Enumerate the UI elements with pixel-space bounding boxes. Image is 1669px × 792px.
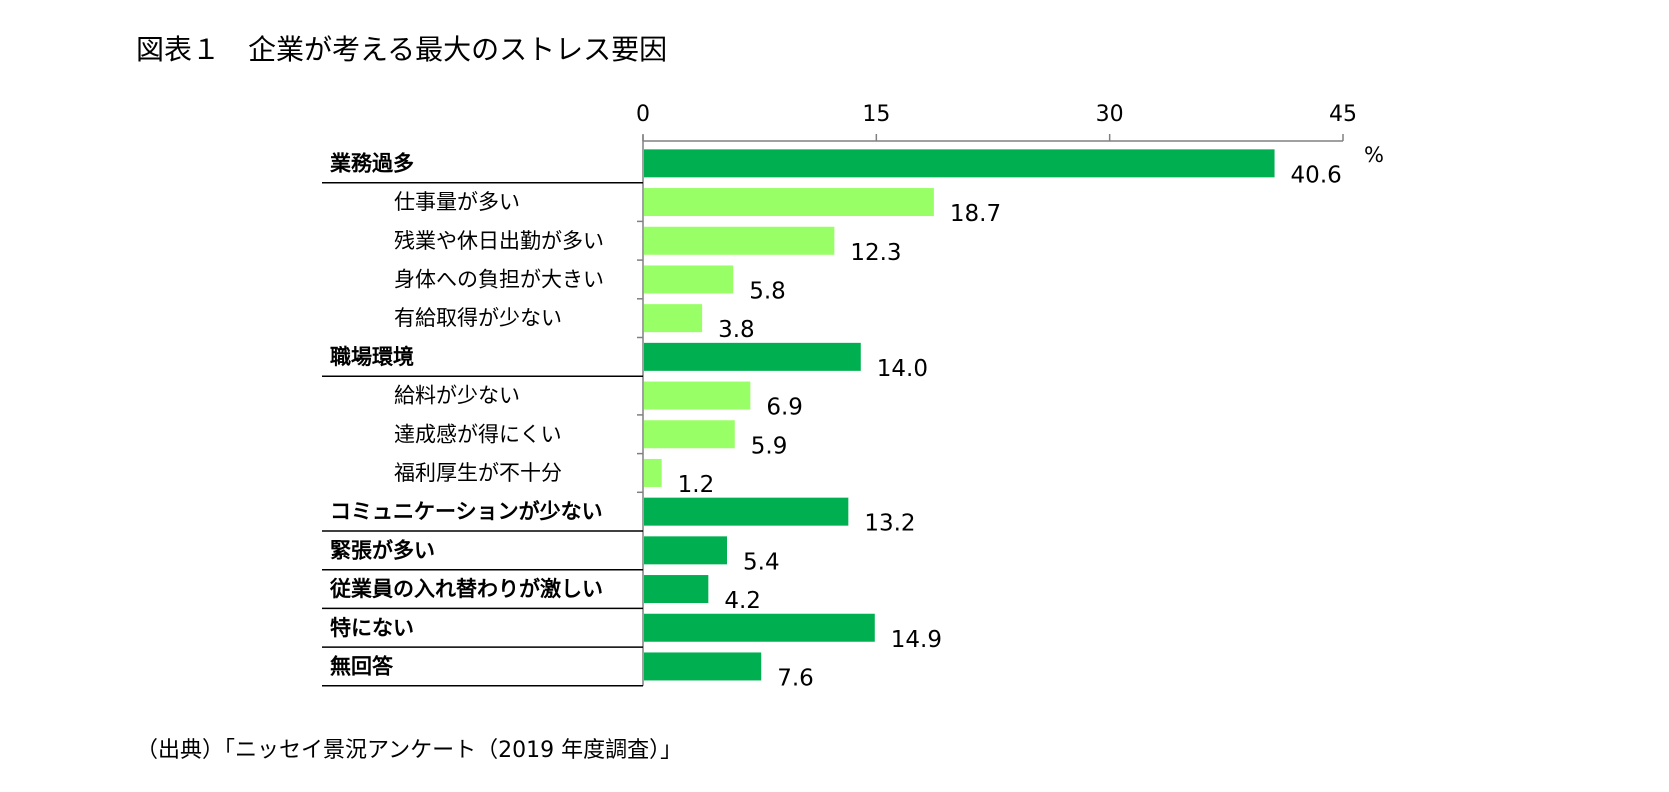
x-axis: 0 15 30 45% (636, 102, 1384, 686)
value-label: 7.6 (777, 665, 814, 691)
value-label: 40.6 (1291, 162, 1342, 188)
unit-label: % (1364, 143, 1384, 167)
value-label: 3.8 (718, 317, 755, 343)
x-tick-label: 0 (636, 102, 650, 127)
category-label: 残業や休日出勤が多い (394, 229, 604, 253)
bar (644, 536, 727, 565)
category-label: 職場環境 (330, 345, 414, 369)
value-label: 5.8 (749, 278, 786, 304)
chart-source: （出典）「ニッセイ景況アンケート（2019 年度調査）」 (136, 738, 683, 763)
bar (644, 420, 735, 449)
category-label: 給料が少ない (394, 384, 520, 408)
category-label: 業務過多 (330, 151, 414, 175)
bar (644, 575, 709, 604)
chart-title: 図表１ 企業が考える最大のストレス要因 (136, 33, 668, 66)
value-label: 13.2 (864, 511, 915, 537)
category-label: 仕事量が多い (394, 190, 520, 214)
bar (644, 342, 861, 371)
bars (644, 149, 1275, 681)
value-label: 5.4 (743, 549, 780, 575)
bar (644, 497, 849, 526)
bar (644, 652, 762, 681)
category-label: 福利厚生が不十分 (394, 461, 562, 485)
category-label: 達成感が得にくい (394, 422, 562, 446)
bar (644, 304, 703, 333)
category-label: 緊張が多い (330, 538, 435, 562)
value-label: 5.9 (751, 433, 788, 459)
value-label: 6.9 (766, 395, 803, 421)
value-label: 14.9 (891, 627, 942, 653)
category-label: 無回答 (330, 654, 394, 678)
x-tick-label: 15 (862, 102, 890, 127)
bar (644, 265, 734, 294)
category-label: コミュニケーションが少ない (330, 500, 603, 524)
bar (644, 458, 662, 487)
value-labels: 40.6 18.7 12.3 5.8 3.8 14.0 6.9 5.9 1.2 13.2 5.4 4.… (678, 162, 1342, 691)
category-labels: 業務過多仕事量が多い残業や休日出勤が多い身体への負担が大きい有給取得が少ない職場… (322, 151, 643, 687)
value-label: 4.2 (724, 588, 761, 614)
x-tick-label: 30 (1096, 102, 1124, 127)
value-label: 1.2 (678, 472, 715, 498)
category-label: 特にない (330, 616, 414, 640)
bar (644, 226, 835, 255)
value-label: 14.0 (877, 356, 928, 382)
x-tick-label: 45 (1329, 102, 1357, 127)
bar (644, 188, 934, 217)
category-label: 有給取得が少ない (394, 306, 562, 330)
bar (644, 613, 875, 642)
category-label: 身体への負担が大きい (394, 267, 604, 291)
bar (644, 149, 1275, 178)
value-label: 18.7 (950, 201, 1001, 227)
category-label: 従業員の入れ替わりが激しい (329, 577, 603, 601)
value-label: 12.3 (850, 240, 901, 266)
bar (644, 381, 751, 410)
